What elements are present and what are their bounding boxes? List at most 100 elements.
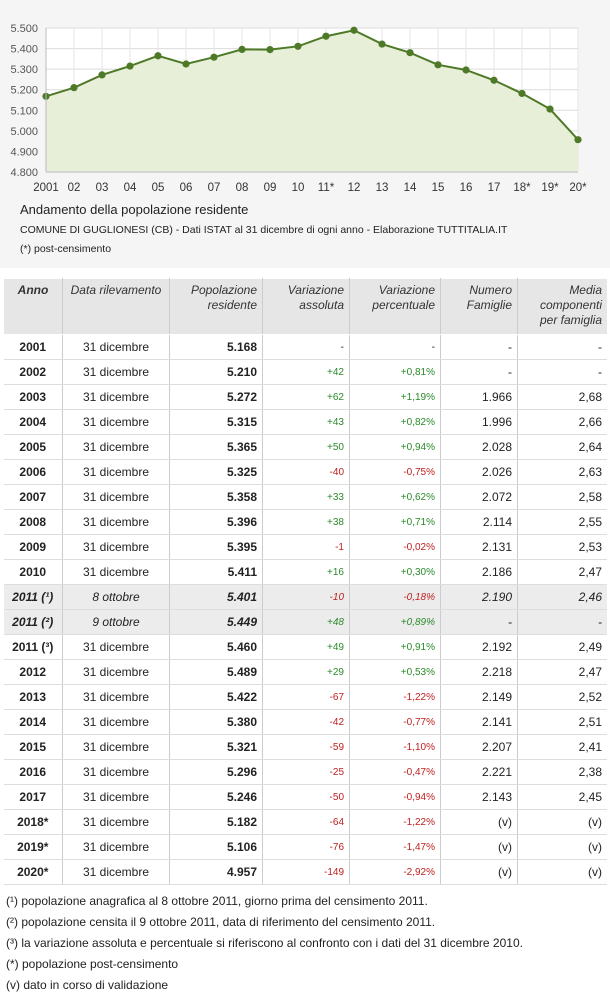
cell-variazione-percentuale: +1,19% [349,384,441,410]
chart-canvas: 4.800 4.900 5.000 5.100 5.200 5.300 5.400 5.500… [10,23,587,194]
y-tick-label: 5.500 [10,23,38,35]
cell-variazione-percentuale: -0,77% [349,709,441,735]
cell-variazione-assoluta: +62 [262,384,350,410]
data-point [518,89,526,98]
data-point [182,60,190,68]
header-anno: Anno [3,278,63,335]
cell-variazione-assoluta: +49 [262,634,350,660]
cell-variazione-assoluta: +16 [262,559,350,585]
cell-variazione-assoluta: -50 [262,784,350,810]
data-point [574,136,582,144]
table-row: 2019* 31 dicembre 5.106 -76 -1,47% (v) (v) [3,834,607,860]
cell-famiglie: 2.141 [440,709,518,735]
cell-media: 2,38 [517,759,607,785]
cell-anno: 2013 [3,684,63,710]
cell-anno: 2004 [3,409,63,435]
cell-popolazione: 5.272 [169,384,263,410]
y-tick-label: 4.900 [10,146,38,158]
cell-anno: 2008 [3,509,63,535]
cell-famiglie: - [440,609,518,635]
cell-popolazione: 5.380 [169,709,263,735]
data-point [294,42,302,50]
table-row: 2001 31 dicembre 5.168- - - - [3,334,607,360]
cell-media: 2,66 [517,409,607,435]
cell-variazione-assoluta: +48 [262,609,350,635]
data-point [126,62,134,70]
table-row: 2011 (³) 31 dicembre 5.460 +49 +0,91% 2.192 2,… [3,634,607,660]
table-row: 2004 31 dicembre 5.315 +43 +0,82% 1.996 2,66 [3,409,607,435]
header-variazione-percentuale: Variazione percentuale [349,278,441,335]
x-tick-label: 15 [432,182,445,194]
cell-famiglie: (v) [440,809,518,835]
cell-popolazione: 5.321 [169,734,263,760]
data-point [266,46,274,54]
cell-data: 31 dicembre [62,534,170,560]
cell-popolazione: 5.422 [169,684,263,710]
cell-famiglie: 2.218 [440,659,518,685]
cell-media: 2,51 [517,709,607,735]
cell-popolazione: 5.210 [169,359,263,385]
cell-popolazione: 5.401 [169,584,263,610]
table-row: 2020* 31 dicembre 4.957 -149 -2,92% (v) (v) [3,859,607,885]
cell-popolazione: 5.460 [169,634,263,660]
cell-media: 2,45 [517,784,607,810]
x-tick-label: 13 [376,182,389,194]
cell-data: 31 dicembre [62,634,170,660]
data-point [546,105,554,113]
cell-data: 31 dicembre [62,759,170,785]
cell-media: - [517,609,607,635]
cell-popolazione: 5.449 [169,609,263,635]
cell-anno: 2005 [3,434,63,460]
cell-variazione-percentuale: +0,30% [349,559,441,585]
cell-data: 9 ottobre [62,609,170,635]
cell-variazione-percentuale: - [349,334,441,360]
data-point [210,53,218,61]
table-row: 2012 31 dicembre 5.489 +29 +0,53% 2.218 2,47 [3,659,607,685]
cell-data: 31 dicembre [62,409,170,435]
header-popolazione: Popolazione residente [169,278,263,335]
cell-data: 31 dicembre [62,709,170,735]
cell-variazione-assoluta: +50 [262,434,350,460]
cell-anno: 2014 [3,709,63,735]
cell-media: 2,55 [517,509,607,535]
cell-anno: 2010 [3,559,63,585]
table-row: 2010 31 dicembre 5.411 +16 +0,30% 2.186 2,47 [3,559,607,585]
cell-famiglie: 2.149 [440,684,518,710]
table-header-row: Anno Data rilevamento Popolazione reside… [3,278,607,335]
cell-variazione-percentuale: +0,53% [349,659,441,685]
x-tick-label: 17 [488,182,501,194]
y-tick-label: 5.000 [10,126,38,138]
cell-media: (v) [517,859,607,885]
cell-data: 31 dicembre [62,784,170,810]
cell-variazione-percentuale: -0,75% [349,459,441,485]
footnote: (v) dato in corso di validazione [6,978,169,992]
cell-famiglie: 2.190 [440,584,518,610]
data-point [154,52,162,60]
table-row: 2011 (¹) 8 ottobre 5.401 -10 -0,18% 2.190 2,46 [3,584,607,610]
cell-famiglie: 2.114 [440,509,518,535]
cell-anno: 2017 [3,784,63,810]
x-tick-label: 08 [236,182,249,194]
cell-famiglie: (v) [440,859,518,885]
cell-data: 31 dicembre [62,334,170,360]
cell-media: (v) [517,834,607,860]
y-tick-label: 5.100 [10,105,38,117]
population-line [45,29,579,141]
cell-variazione-percentuale: +0,62% [349,484,441,510]
data-point [434,61,442,69]
footnote: (²) popolazione censita il 9 ottobre 201… [6,915,436,929]
cell-media: 2,52 [517,684,607,710]
cell-data: 31 dicembre [62,559,170,585]
cell-data: 31 dicembre [62,834,170,860]
table-row: 2005 31 dicembre 5.365 +50 +0,94% 2.028 2,64 [3,434,607,460]
population-table: Anno Data rilevamento Popolazione reside… [3,278,607,885]
cell-famiglie: 2.131 [440,534,518,560]
cell-variazione-assoluta: -64 [262,809,350,835]
cell-media: - [517,359,607,385]
cell-variazione-percentuale: -1,47% [349,834,441,860]
cell-famiglie: 1.996 [440,409,518,435]
cell-popolazione: 5.396 [169,509,263,535]
table-row: 2009 31 dicembre 5.395 -1 -0,02% 2.131 2,53 [3,534,607,560]
x-tick-label: 12 [348,182,361,194]
cell-media: 2,46 [517,584,607,610]
